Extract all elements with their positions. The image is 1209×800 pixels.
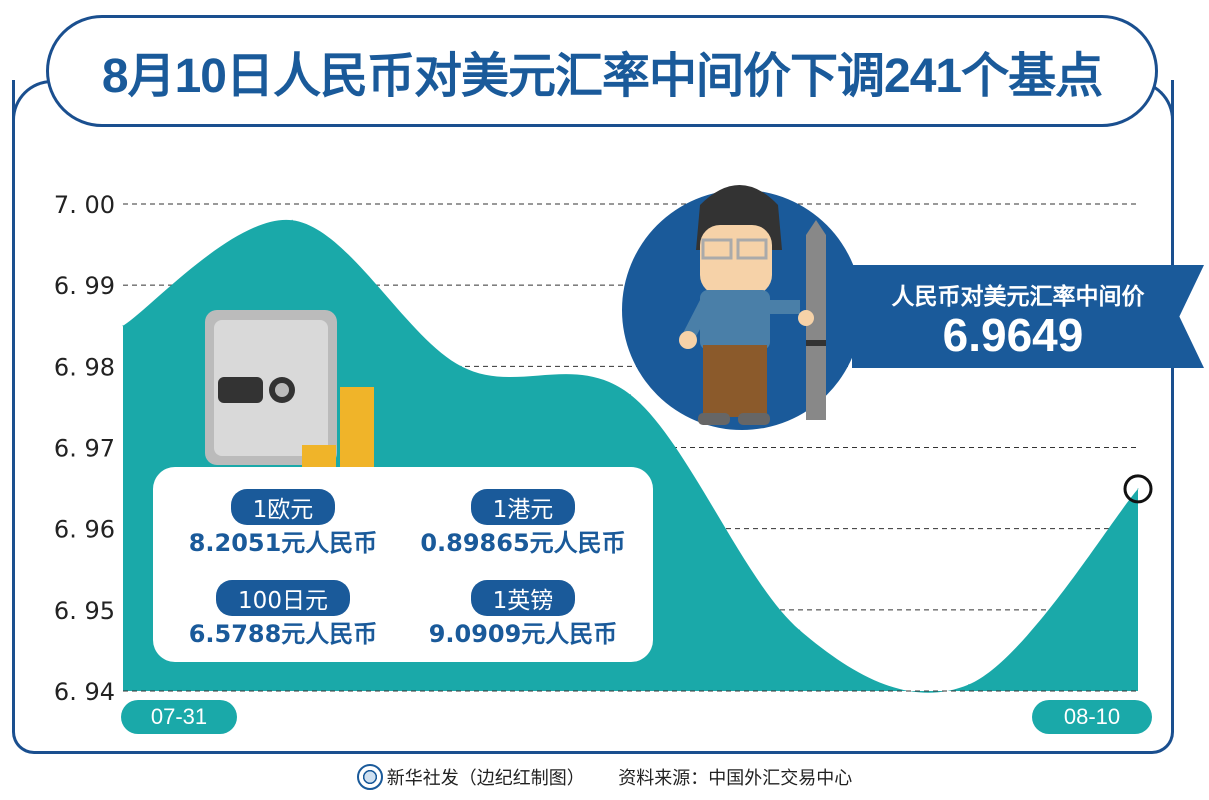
y-tick-label: 6. 97 bbox=[54, 435, 115, 463]
info-jpy: 100日元 6.5788元人民币 bbox=[163, 580, 403, 649]
y-tick-label: 6. 98 bbox=[54, 353, 115, 381]
x-tick-start: 07-31 bbox=[121, 700, 237, 734]
data-point-08-10 bbox=[1137, 488, 1139, 490]
data-point-08-04 bbox=[460, 365, 462, 367]
safe-icon bbox=[205, 310, 337, 465]
page-title: 8月10日人民币对美元汇率中间价下调241个基点 bbox=[101, 50, 1103, 103]
info-value: 9.0909元人民币 bbox=[428, 620, 618, 648]
xinhua-logo-icon bbox=[356, 764, 383, 790]
footer: 新华社发（边纪红制图） 资料来源：中国外汇交易中心 bbox=[0, 764, 1209, 790]
footer-source: 资料来源：中国外汇交易中心 bbox=[618, 768, 853, 789]
y-tick-label: 7. 00 bbox=[54, 191, 115, 219]
latest-point-marker bbox=[1123, 474, 1153, 504]
footer-credit: 新华社发（边纪红制图） bbox=[386, 768, 585, 789]
info-value: 8.2051元人民币 bbox=[188, 529, 378, 557]
exchange-rate-info-box: 1欧元 8.2051元人民币 1港元 0.89865元人民币 100日元 6.5… bbox=[153, 467, 653, 662]
data-point-08-07 bbox=[968, 684, 970, 686]
info-hkd: 1港元 0.89865元人民币 bbox=[403, 489, 643, 558]
info-eur: 1欧元 8.2051元人民币 bbox=[163, 489, 403, 558]
data-point-08-03 bbox=[291, 219, 293, 221]
title-pill: 8月10日人民币对美元汇率中间价下调241个基点 bbox=[46, 15, 1158, 127]
info-tag: 1欧元 bbox=[230, 489, 336, 525]
info-tag: 100日元 bbox=[216, 580, 350, 616]
info-tag: 1港元 bbox=[470, 489, 576, 525]
frame bbox=[12, 80, 1174, 754]
info-value: 6.5788元人民币 bbox=[188, 620, 378, 648]
info-value: 0.89865元人民币 bbox=[420, 529, 626, 557]
y-tick-label: 6. 95 bbox=[54, 597, 115, 625]
y-tick-label: 6. 96 bbox=[54, 516, 115, 544]
info-gbp: 1英镑 9.0909元人民币 bbox=[403, 580, 643, 649]
x-tick-end: 08-10 bbox=[1032, 700, 1152, 734]
data-point-08-06 bbox=[799, 629, 801, 631]
person-with-pen-illustration bbox=[622, 185, 862, 430]
gold-coins-icon bbox=[302, 387, 374, 467]
data-point-07-31 bbox=[122, 325, 124, 327]
highlight-value: 6.9649 bbox=[942, 309, 1084, 361]
y-tick-label: 6. 94 bbox=[54, 678, 115, 706]
data-point-08-05 bbox=[630, 394, 631, 396]
y-tick-label: 6. 99 bbox=[54, 272, 115, 300]
highlight-banner: 人民币对美元汇率中间价 6.9649 bbox=[852, 265, 1204, 368]
highlight-label: 人民币对美元汇率中间价 bbox=[891, 284, 1145, 310]
info-tag: 1英镑 bbox=[470, 580, 576, 616]
